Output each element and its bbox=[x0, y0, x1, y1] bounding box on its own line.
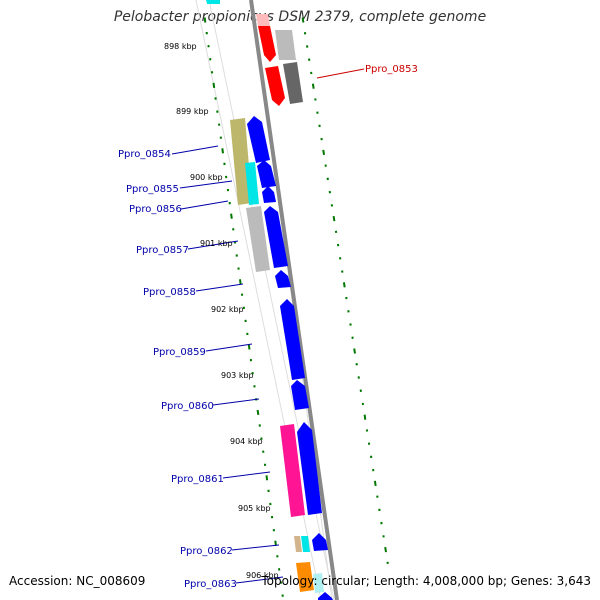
major-tick bbox=[203, 17, 207, 23]
feature-track[interactable] bbox=[206, 0, 333, 600]
tick-label: 901 kbp bbox=[200, 239, 233, 248]
major-tick bbox=[332, 215, 336, 222]
gene-block-light-cyan bbox=[313, 573, 324, 593]
major-tick bbox=[256, 409, 260, 416]
genome-backbone bbox=[249, 0, 339, 600]
gene-label-ppro-0853: Ppro_0853 bbox=[365, 64, 418, 75]
topology-label: Topology: circular; Length: 4,008,000 bp… bbox=[261, 574, 591, 588]
genome-title: Pelobacter propionicus DSM 2379, complet… bbox=[113, 9, 487, 25]
cds-forward-ppro-0856 bbox=[262, 186, 276, 203]
leader-ppro-0853 bbox=[316, 68, 365, 79]
gene-block-orange bbox=[296, 562, 314, 592]
gene-label-ppro-0858: Ppro_0858 bbox=[143, 287, 196, 298]
leader-ppro-0863 bbox=[235, 576, 284, 584]
gene-block-gray-top bbox=[275, 30, 296, 60]
gene-label-ppro-0861: Ppro_0861 bbox=[171, 474, 224, 485]
tick-label: 898 kbp bbox=[164, 42, 197, 51]
major-tick bbox=[353, 348, 356, 354]
gene-label-ppro-0860: Ppro_0860 bbox=[161, 401, 214, 412]
cds-reverse-ppro-0852 bbox=[258, 26, 276, 62]
tick-label: 902 kbp bbox=[211, 305, 244, 314]
tick-label: 905 kbp bbox=[238, 504, 271, 513]
gene-block-tan-0862 bbox=[294, 536, 302, 552]
gene-label-ppro-0863: Ppro_0863 bbox=[184, 579, 237, 590]
major-tick bbox=[363, 414, 367, 420]
major-tick bbox=[265, 475, 269, 481]
cds-forward-ppro-0854 bbox=[247, 116, 270, 163]
tick-label: 904 kbp bbox=[230, 437, 263, 446]
gene-block-khaki bbox=[230, 118, 252, 205]
cds-forward-ppro-0861 bbox=[297, 422, 322, 515]
gene-label-ppro-0859: Ppro_0859 bbox=[153, 347, 206, 358]
gene-block-dark-gray bbox=[283, 62, 303, 104]
orf-block-cyan-top bbox=[206, 0, 220, 4]
leader-ppro-0856 bbox=[180, 200, 229, 210]
tick-label: 906 kbp bbox=[246, 571, 279, 580]
gene-label-ppro-0856: Ppro_0856 bbox=[129, 204, 182, 215]
leader-ppro-0862 bbox=[231, 544, 280, 551]
tick-label: 900 kbp bbox=[190, 173, 223, 182]
leader-ppro-0858 bbox=[195, 283, 244, 292]
cds-forward-ppro-0860 bbox=[291, 380, 309, 410]
orf-block-cyan-0862 bbox=[301, 536, 310, 552]
gene-labels[interactable]: Ppro_0853 Ppro_0854 Ppro_0855 Ppro_0856 … bbox=[118, 64, 418, 590]
major-tick bbox=[384, 546, 387, 553]
major-tick bbox=[342, 282, 346, 288]
major-tick bbox=[247, 344, 251, 350]
cds-forward-ppro-0864 bbox=[318, 592, 333, 600]
leader-ppro-0861 bbox=[222, 471, 271, 479]
orf-block-cyan-0855 bbox=[245, 162, 259, 205]
major-tick bbox=[230, 213, 233, 219]
cds-reverse-ppro-0853 bbox=[265, 66, 285, 106]
cds-forward-ppro-0858 bbox=[275, 270, 291, 288]
gene-block-gray-0857 bbox=[246, 206, 270, 272]
major-tick bbox=[311, 83, 315, 89]
major-tick bbox=[221, 148, 224, 154]
leader-ppro-0855 bbox=[179, 180, 233, 189]
tick-label: 899 kbp bbox=[176, 107, 209, 116]
leader-ppro-0854 bbox=[171, 145, 219, 155]
major-tick bbox=[239, 279, 242, 285]
leader-ppro-0857 bbox=[187, 240, 239, 250]
gene-block-pink bbox=[280, 424, 305, 517]
tick-label: 903 kbp bbox=[221, 371, 254, 380]
gene-label-ppro-0862: Ppro_0862 bbox=[180, 546, 233, 557]
gene-label-ppro-0855: Ppro_0855 bbox=[126, 184, 179, 195]
leader-ppro-0859 bbox=[205, 343, 253, 352]
accession-label: Accession: NC_008609 bbox=[9, 574, 146, 588]
cds-forward-ppro-0862 bbox=[312, 533, 328, 551]
tick-labels: 898 kbp 899 kbp 900 kbp 901 kbp 902 kbp … bbox=[164, 42, 279, 580]
cds-forward-ppro-0859 bbox=[280, 299, 305, 380]
label-leaders bbox=[171, 68, 365, 584]
major-tick bbox=[301, 17, 305, 23]
gene-label-ppro-0854: Ppro_0854 bbox=[118, 149, 171, 160]
leader-ppro-0860 bbox=[212, 398, 260, 406]
major-tick bbox=[212, 82, 216, 89]
cds-forward-ppro-0855 bbox=[257, 160, 276, 188]
major-tick bbox=[322, 149, 325, 156]
major-tick bbox=[373, 480, 377, 487]
gene-label-ppro-0857: Ppro_0857 bbox=[136, 245, 189, 256]
cds-block-light-red bbox=[256, 14, 270, 26]
cds-forward-ppro-0857 bbox=[264, 206, 288, 268]
